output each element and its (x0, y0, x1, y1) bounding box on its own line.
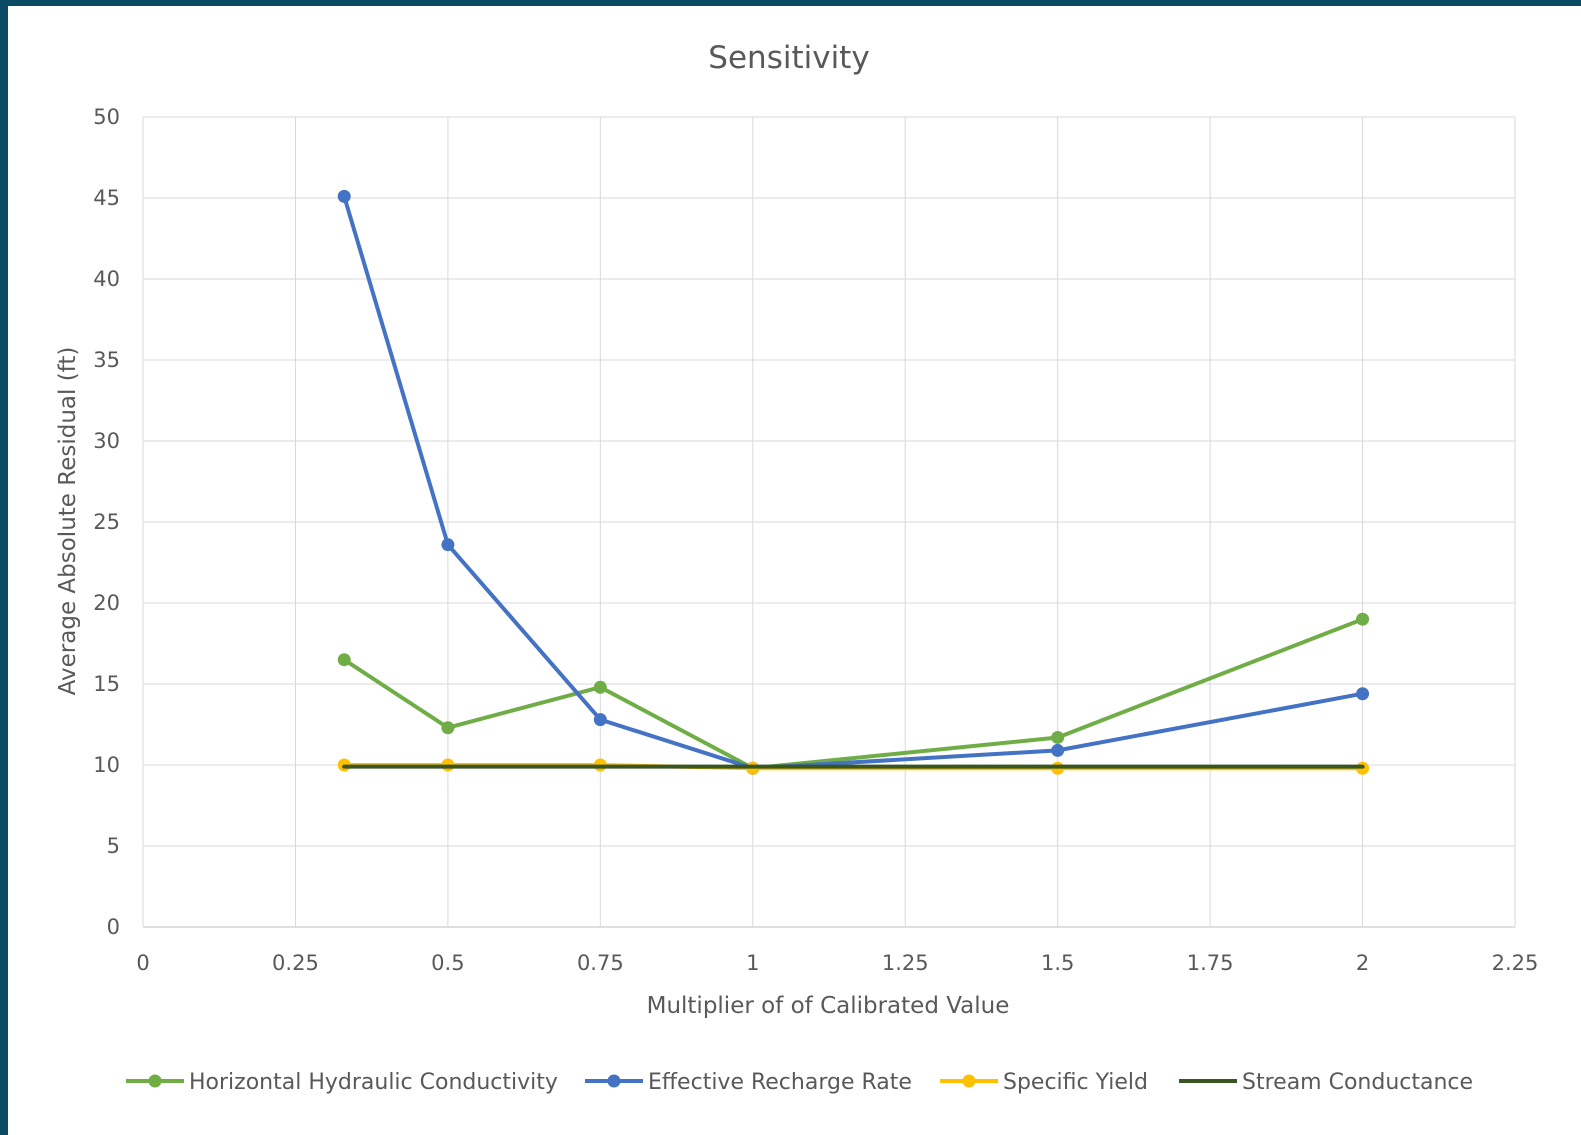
legend-swatch-marker (962, 1074, 976, 1088)
legend-entry: Stream Conductance (1179, 1070, 1473, 1095)
legend-label: Stream Conductance (1242, 1070, 1473, 1095)
data-point (593, 680, 607, 694)
chart-frame: Sensitivity 0 5 10 15 20 25 30 35 40 45 50 0 0.25 0.… (8, 6, 1581, 1135)
legend-label: Horizontal Hydraulic Conductivity (189, 1070, 558, 1095)
data-point (1356, 612, 1370, 626)
y-tick-label: 0 (107, 915, 120, 939)
legend-entry: Horizontal Hydraulic Conductivity (126, 1070, 558, 1095)
x-tick-label: 2.25 (1492, 951, 1539, 975)
x-tick-label: 1 (746, 951, 759, 975)
legend-label: Effective Recharge Rate (648, 1070, 912, 1095)
series-line (342, 617, 1365, 771)
y-tick-label: 35 (93, 348, 120, 372)
series-1 (337, 189, 1370, 775)
y-tick-label: 5 (107, 834, 120, 858)
data-point (1051, 743, 1065, 757)
x-axis-title: Multiplier of of Calibrated Value (647, 993, 1010, 1019)
x-tick-label: 1.5 (1041, 951, 1074, 975)
gridlines (142, 116, 1516, 928)
y-axis-title: Average Absolute Residual (ft) (55, 347, 81, 696)
data-point (1051, 730, 1065, 744)
y-tick-label: 45 (93, 186, 120, 210)
data-point (593, 713, 607, 727)
x-tick-label: 0 (136, 951, 149, 975)
data-point (441, 721, 455, 735)
y-tick-label: 25 (93, 510, 120, 534)
y-tick-label: 15 (93, 672, 120, 696)
legend-entry: Effective Recharge Rate (585, 1070, 912, 1095)
y-tick-label: 20 (93, 591, 120, 615)
y-tick-label: 10 (93, 753, 120, 777)
legend-label: Specific Yield (1003, 1070, 1148, 1095)
series-layer (337, 189, 1370, 775)
data-point (337, 189, 351, 203)
chart-title: Sensitivity (708, 40, 869, 76)
x-axis-ticks: 0 0.25 0.5 0.75 1 1.25 1.5 1.75 2 2.25 (136, 951, 1538, 975)
legend-swatch-marker (607, 1074, 621, 1088)
sensitivity-chart: Sensitivity 0 5 10 15 20 25 30 35 40 45 50 0 0.25 0.… (55, 40, 1538, 1095)
x-tick-label: 1.25 (882, 951, 929, 975)
x-tick-label: 0.5 (431, 951, 464, 975)
legend: Horizontal Hydraulic Conductivity Effecti… (126, 1070, 1473, 1095)
legend-swatch-marker (148, 1074, 162, 1088)
x-tick-label: 1.75 (1187, 951, 1234, 975)
legend-entry: Specific Yield (940, 1070, 1148, 1095)
x-tick-label: 0.25 (272, 951, 319, 975)
series-line (342, 194, 1365, 771)
y-tick-label: 30 (93, 429, 120, 453)
series-0 (337, 612, 1370, 775)
y-tick-label: 40 (93, 267, 120, 291)
x-tick-label: 0.75 (577, 951, 624, 975)
data-point (337, 653, 351, 667)
data-point (441, 538, 455, 552)
y-tick-label: 50 (93, 105, 120, 129)
data-point (1356, 687, 1370, 701)
y-axis-ticks: 0 5 10 15 20 25 30 35 40 45 50 (93, 105, 120, 939)
x-tick-label: 2 (1356, 951, 1369, 975)
